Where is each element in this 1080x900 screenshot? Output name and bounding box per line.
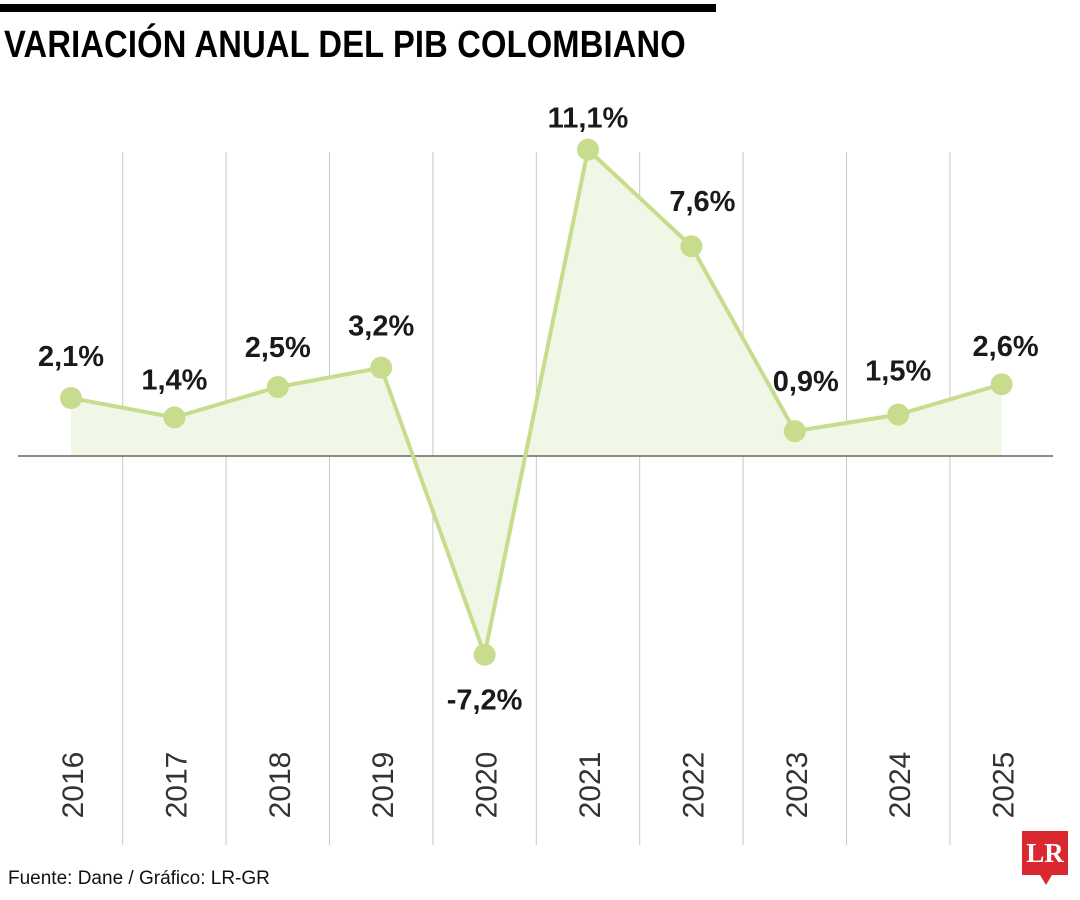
year-label-2018: 2018 <box>264 752 297 819</box>
value-label-2025: 2,6% <box>973 331 1039 363</box>
value-label-2023: 0,9% <box>773 366 839 398</box>
data-point-2023 <box>783 420 806 443</box>
value-label-2020: -7,2% <box>447 685 523 717</box>
year-label-2025: 2025 <box>988 752 1021 819</box>
year-label-2020: 2020 <box>471 752 504 819</box>
value-label-2021: 11,1% <box>548 103 629 135</box>
source-footer: Fuente: Dane / Gráfico: LR-GR <box>8 868 270 889</box>
value-label-2022: 7,6% <box>669 186 735 218</box>
data-point-2024 <box>887 403 910 426</box>
data-point-2020 <box>473 643 496 666</box>
data-point-2021 <box>577 138 599 161</box>
value-label-2016: 2,1% <box>38 341 104 373</box>
year-label-2016: 2016 <box>57 752 90 819</box>
year-label-2023: 2023 <box>781 752 814 819</box>
year-label-2017: 2017 <box>160 752 193 819</box>
lr-logo: LR <box>1022 831 1068 875</box>
data-point-2019 <box>370 356 393 379</box>
year-label-2022: 2022 <box>677 752 710 819</box>
value-label-2019: 3,2% <box>348 311 414 343</box>
data-point-2017 <box>163 406 186 429</box>
data-point-2022 <box>680 235 703 258</box>
area-fill <box>71 149 1002 655</box>
value-label-2018: 2,5% <box>245 332 311 364</box>
chart-title: VARIACIÓN ANUAL DEL PIB COLOMBIANO <box>4 24 686 66</box>
year-label-2024: 2024 <box>884 752 917 819</box>
value-label-2024: 1,5% <box>865 356 931 388</box>
title-rule <box>0 4 716 12</box>
lr-logo-tail <box>1040 875 1052 885</box>
data-point-2016 <box>60 387 82 410</box>
year-label-2021: 2021 <box>574 752 607 819</box>
series-line <box>70 147 1003 657</box>
data-point-2018 <box>266 376 289 398</box>
year-label-2019: 2019 <box>367 752 400 819</box>
data-point-2025 <box>990 373 1013 396</box>
value-label-2017: 1,4% <box>141 364 207 396</box>
